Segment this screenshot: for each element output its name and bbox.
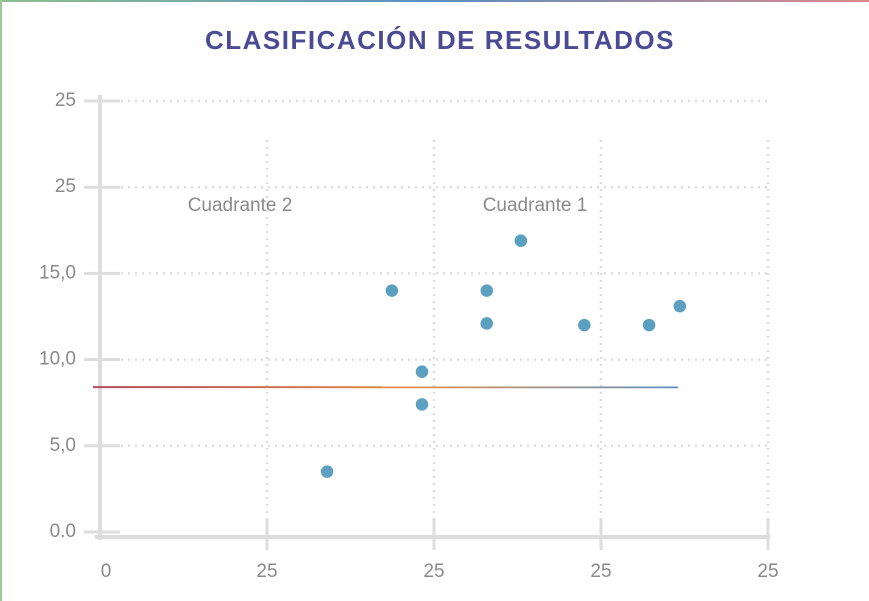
annotation: Cuadrante 1 — [483, 195, 588, 216]
x-tick-label: 25 — [757, 561, 778, 582]
point — [414, 396, 430, 413]
y-tick-label: 25 — [55, 90, 76, 111]
y-tick-label: 5,0 — [50, 435, 76, 456]
x-tick-label: 25 — [423, 561, 444, 582]
left-border — [0, 0, 2, 601]
point — [479, 282, 495, 299]
point — [641, 317, 657, 333]
point — [414, 363, 430, 380]
point — [319, 463, 335, 480]
chart-title: CLASIFICACIÓN DE RESULTADOS — [205, 25, 675, 55]
y-tick-label: 0.0 — [50, 521, 76, 542]
point — [672, 298, 688, 314]
top-border — [0, 0, 869, 2]
point — [384, 282, 400, 299]
x-tick-label: 0 — [101, 561, 112, 582]
point — [479, 315, 495, 332]
x-tick-label: 25 — [256, 561, 277, 582]
x-tick-label: 25 — [590, 561, 611, 582]
y-tick-label: 25 — [55, 176, 76, 197]
y-tick-label: 10,0 — [39, 349, 76, 370]
y-tick-label: 15,0 — [39, 262, 76, 283]
point — [576, 317, 593, 333]
annotation: Cuadrante 2 — [188, 195, 293, 216]
point — [513, 232, 529, 249]
